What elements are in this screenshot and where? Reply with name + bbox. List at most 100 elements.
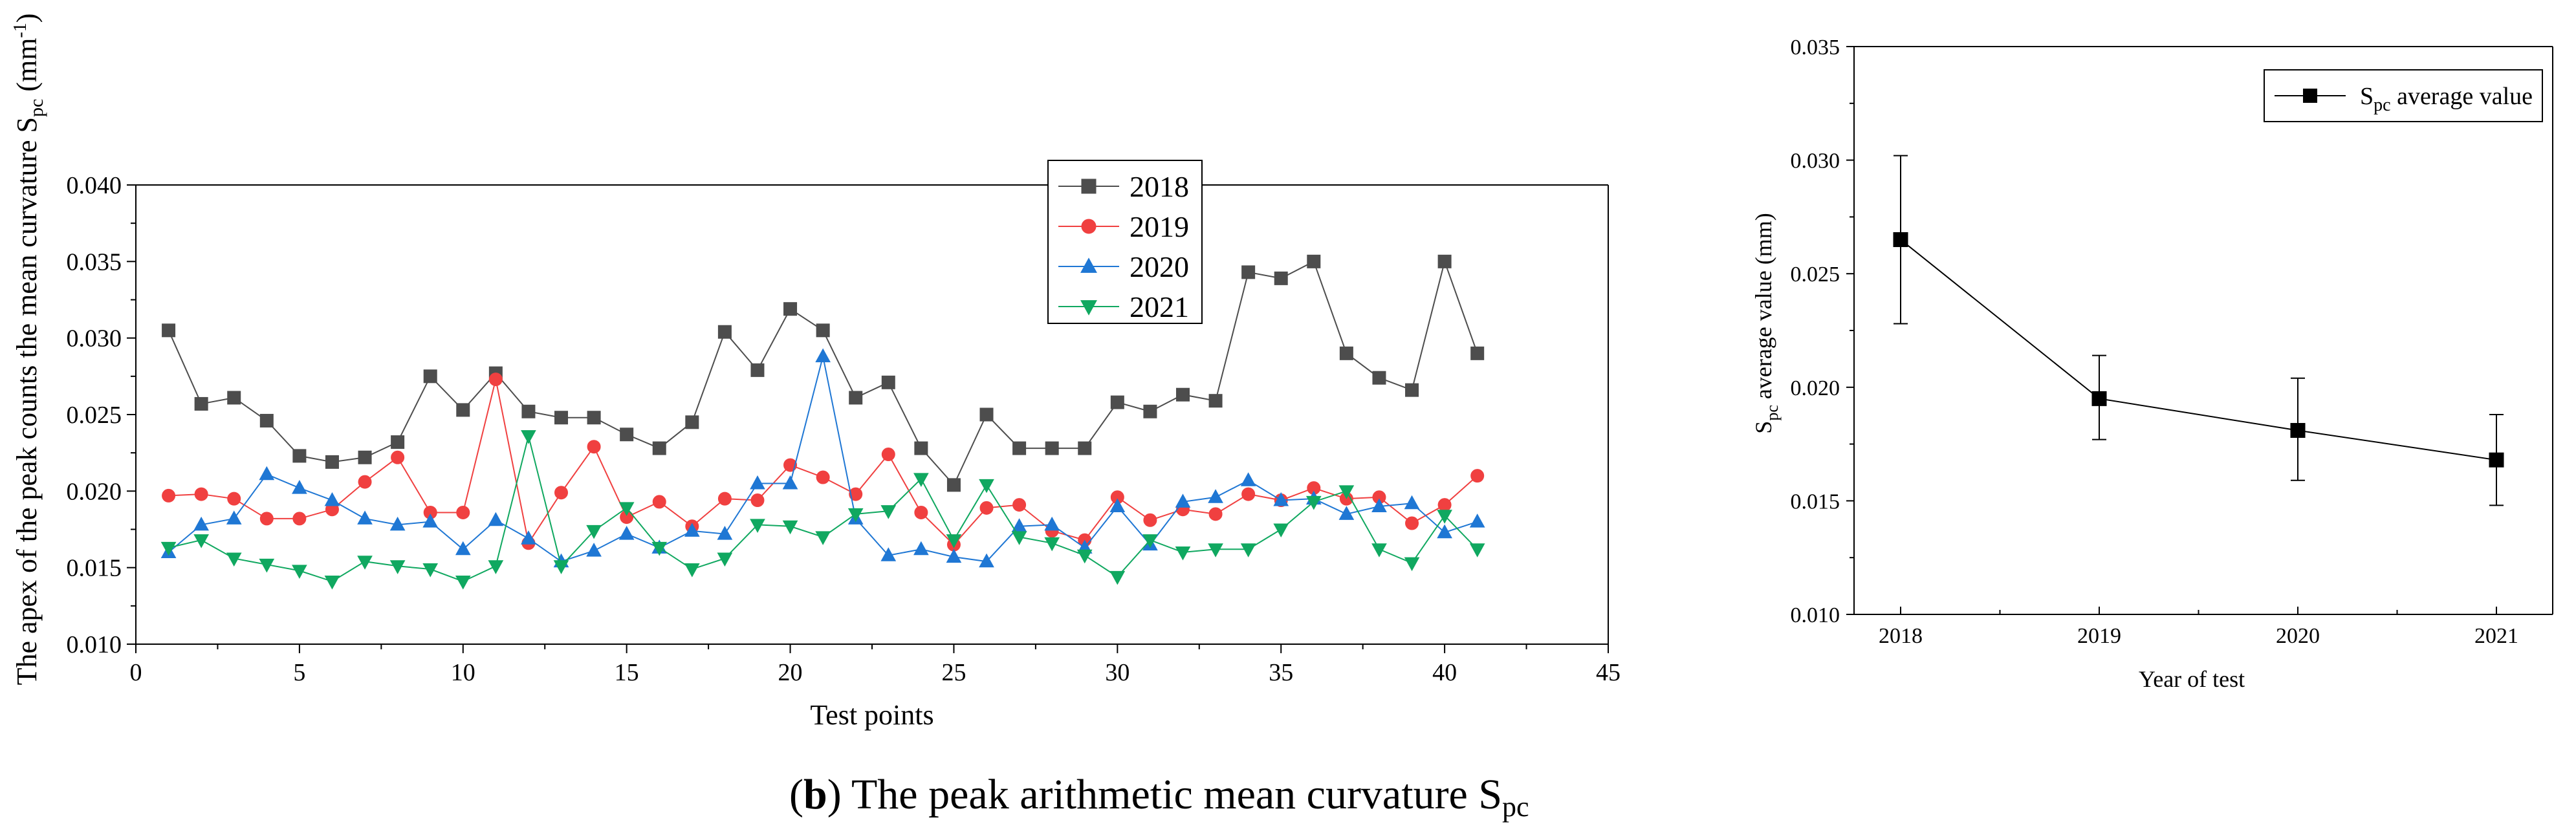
left-legend-box: [1047, 160, 1203, 324]
left-point-2018: [521, 404, 536, 418]
left-point-2020: [717, 526, 733, 540]
right-series-group: [1893, 155, 2504, 506]
left-point-2018: [1078, 441, 1092, 455]
left-point-2019: [914, 505, 928, 519]
left-point-2021: [1404, 557, 1420, 572]
left-point-2021: [1273, 523, 1289, 538]
left-point-2021: [1175, 546, 1191, 561]
right-point: [2489, 452, 2504, 468]
left-point-2021: [1371, 543, 1387, 557]
left-x-tick-label: 5: [293, 659, 305, 686]
left-point-2020: [1371, 498, 1387, 512]
left-point-2020: [1437, 524, 1452, 539]
left-point-2018: [292, 449, 307, 463]
left-point-2018: [717, 325, 732, 339]
right-y-tick-label: 0.010: [1791, 603, 1840, 627]
left-x-tick-label: 35: [1269, 659, 1293, 686]
left-series-2018: [162, 254, 1485, 492]
left-point-2020: [880, 547, 897, 561]
left-point-2021: [946, 534, 962, 548]
left-x-tick-label: 20: [778, 659, 803, 686]
right-legend: Spc average value: [2264, 69, 2543, 122]
left-point-2018: [946, 478, 961, 492]
left-point-2019: [554, 486, 569, 500]
right-y-tick-label: 0.015: [1791, 490, 1840, 514]
left-point-2018: [358, 450, 372, 464]
left-point-2018: [1012, 441, 1027, 455]
left-point-2018: [1110, 395, 1124, 409]
left-y-tick-label: 0.020: [67, 478, 122, 505]
left-point-2020: [815, 348, 831, 363]
left-point-2018: [1372, 371, 1386, 385]
left-y-tick-label: 0.010: [67, 631, 122, 658]
left-point-2018: [1437, 254, 1452, 268]
left-point-2021: [422, 563, 439, 578]
left-point-2019: [1143, 513, 1157, 527]
left-point-2020: [1273, 492, 1289, 506]
left-series-2021: [160, 430, 1485, 590]
left-y-tick-label: 0.025: [67, 402, 122, 429]
caption-open-paren: (: [789, 771, 803, 818]
left-y-title-unit-open: (mm: [11, 38, 43, 99]
left-point-2019: [488, 373, 503, 387]
left-point-2021: [259, 558, 275, 573]
right-legend-box: [2264, 69, 2543, 122]
left-legend-marker-2019: [1081, 219, 1097, 234]
left-point-2018: [750, 363, 765, 377]
left-point-2018: [259, 413, 274, 427]
right-x-axis-title: Year of test: [2139, 666, 2245, 692]
left-point-2021: [979, 479, 994, 493]
left-point-2018: [652, 441, 666, 455]
caption-close-paren: ): [827, 771, 842, 818]
chart-right-year-of-test: 2018 2019 2020 2021 0.010 0.015 0.020 0.025 0.03…: [1751, 36, 2553, 692]
left-point-2018: [881, 375, 895, 389]
left-point-2021: [782, 520, 798, 535]
left-point-2018: [1241, 265, 1256, 279]
left-point-2019: [1437, 498, 1452, 512]
left-point-2021: [1469, 543, 1485, 557]
left-x-tick-label: 45: [1596, 659, 1621, 686]
chart-left-test-points: 0 5 10 15 20 25 30 35 40 45 0.010 0.015 0.020 0.025 0.…: [10, 14, 1621, 731]
left-y-title-unit-close: ): [11, 14, 43, 23]
left-point-2020: [422, 514, 439, 528]
left-point-2019: [358, 475, 372, 489]
left-x-tick-label: 0: [130, 659, 142, 686]
left-point-2021: [717, 552, 733, 567]
left-point-2020: [1208, 489, 1223, 503]
right-y-tick-label: 0.025: [1791, 263, 1840, 287]
left-point-2019: [652, 495, 666, 509]
left-point-2018: [1274, 271, 1288, 285]
left-point-2018: [1470, 346, 1485, 360]
right-x-tick-label: 2018: [1879, 624, 1923, 648]
left-point-2021: [324, 575, 340, 590]
left-point-2021: [586, 525, 602, 539]
left-point-2018: [1307, 254, 1321, 268]
left-point-2019: [456, 505, 470, 519]
right-legend-label-main: S: [2360, 83, 2374, 110]
left-legend-label-2020: 2020: [1130, 250, 1189, 283]
left-point-2018: [227, 391, 241, 405]
left-point-2019: [292, 512, 307, 526]
left-point-2018: [325, 455, 339, 469]
left-point-2021: [455, 575, 471, 590]
left-point-2020: [455, 541, 471, 556]
left-legend: 2018 2019 2020 2021: [1047, 160, 1203, 324]
left-point-2021: [193, 534, 210, 548]
right-series-line: [1900, 239, 2497, 461]
left-point-2018: [587, 411, 601, 425]
right-legend-marker: [2303, 89, 2317, 103]
left-point-2021: [160, 541, 177, 556]
left-point-2019: [227, 492, 241, 506]
left-legend-marker-2018: [1081, 178, 1097, 194]
left-point-2018: [816, 323, 830, 338]
left-point-2018: [194, 396, 208, 411]
left-point-2020: [913, 541, 929, 556]
left-point-2018: [1175, 387, 1190, 402]
left-point-2018: [620, 427, 634, 442]
left-point-2021: [880, 505, 897, 519]
left-point-2020: [618, 526, 635, 540]
left-point-2020: [1469, 514, 1485, 528]
left-point-2018: [554, 411, 569, 425]
left-point-2020: [389, 516, 406, 531]
left-y-axis-title: The apex of the peak counts the mean cur…: [10, 14, 47, 686]
